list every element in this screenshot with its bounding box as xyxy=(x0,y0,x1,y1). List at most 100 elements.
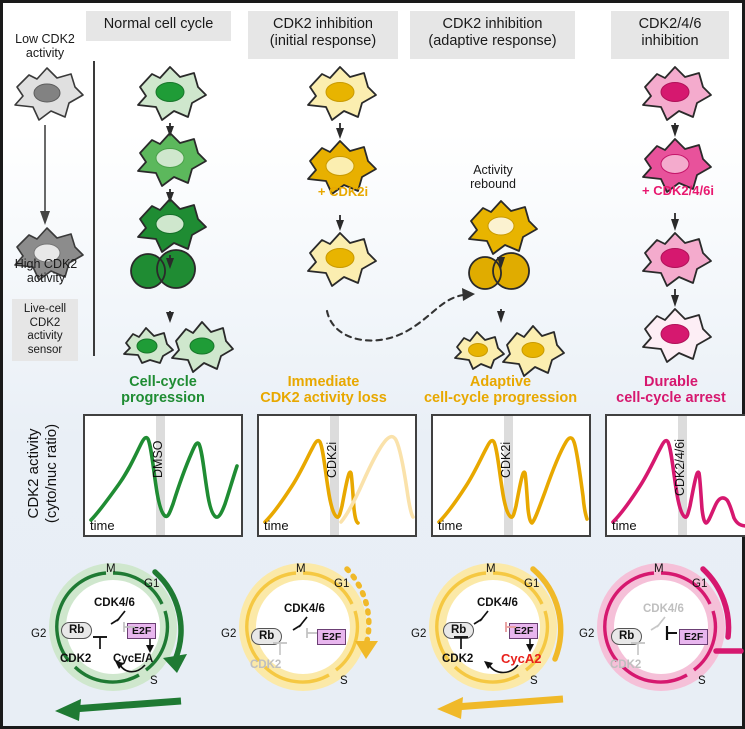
adaptive-transition-arrow xyxy=(325,288,475,342)
plot-normal-treatment-text: DMSO xyxy=(151,440,165,479)
plot-adaptive: CDK2i time xyxy=(431,414,591,537)
legend-gradient-arrow xyxy=(40,125,50,225)
caption-normal: Cell-cycle progression xyxy=(98,374,228,406)
panel3-rb: Rb xyxy=(443,622,475,639)
plot-normal: DMSO time xyxy=(83,414,243,537)
plot-initial: CDK2i time xyxy=(257,414,417,537)
caption-durable-line2: cell-cycle arrest xyxy=(616,390,726,406)
panel3-phase-M: M xyxy=(486,563,496,575)
panel2-e2f-text: E2F xyxy=(322,631,342,643)
plot-y-axis-line1: CDK2 activity xyxy=(25,428,42,519)
panel4-phase-G2-text: G2 xyxy=(579,628,595,640)
panel3-phase-S-text: S xyxy=(530,675,538,687)
panel1-cdk2-text: CDK2 xyxy=(60,653,92,665)
panel2-cdk46-text: CDK4/6 xyxy=(284,603,325,615)
panel3-cdk46: CDK4/6 xyxy=(477,597,518,609)
plot-y-axis-label: CDK2 activity (cyto/nuc ratio) xyxy=(25,406,61,541)
panel2-phase-G1: G1 xyxy=(334,578,349,590)
caption-adaptive: Adaptive cell-cycle progression xyxy=(408,374,593,406)
plot-durable: CDK2/4/6i time xyxy=(605,414,745,537)
panel3-phase-G1: G1 xyxy=(524,578,539,590)
column-header-cdk2i-initial: CDK2 inhibition (initial response) xyxy=(248,11,398,59)
panel4-phase-G2: G2 xyxy=(579,628,594,640)
column-header-cdk2i-initial-line2: (initial response) xyxy=(269,33,377,49)
panel2-phase-M-text: M xyxy=(296,563,306,575)
plot-normal-time-label: time xyxy=(90,518,115,533)
legend-low-activity-text: Low CDK2 activity xyxy=(15,32,75,60)
panel3-e2f: E2F xyxy=(509,623,539,639)
panel1-phase-S: S xyxy=(150,675,158,687)
cell-column-cdk2i-initial xyxy=(307,66,377,287)
column-header-cdk2i-adaptive: CDK2 inhibition (adaptive response) xyxy=(410,11,575,59)
column-header-cdk2i-initial-line1: CDK2 inhibition xyxy=(273,16,373,32)
panel1-e2f-text: E2F xyxy=(132,625,152,637)
caption-durable: Durable cell-cycle arrest xyxy=(601,374,741,406)
panel1-phase-G2: G2 xyxy=(31,628,46,640)
panel4-cdk46-text: CDK4/6 xyxy=(643,603,684,615)
plot-initial-treatment-band xyxy=(330,416,339,535)
panel3-phase-S: S xyxy=(530,675,538,687)
panel1-cdk46-text: CDK4/6 xyxy=(94,597,135,609)
panel3-e2f-text: E2F xyxy=(514,625,534,637)
panel3-cyca2: CycA2 xyxy=(501,651,541,666)
plot-durable-treatment-label: CDK2/4/6i xyxy=(673,439,687,496)
panel1-phase-G1: G1 xyxy=(144,578,159,590)
legend-high-activity-label: High CDK2 activity xyxy=(7,257,85,285)
panel1-cdk2: CDK2 xyxy=(60,653,91,665)
panel3-phase-M-text: M xyxy=(486,563,496,575)
column-header-cdk2i-adaptive-line2: (adaptive response) xyxy=(428,33,557,49)
cdk246i-treatment-text: + CDK2/4/6i xyxy=(642,183,714,198)
plot-durable-treatment-text: CDK2/4/6i xyxy=(673,439,687,496)
plot-y-axis-line2: (cyto/nuc ratio) xyxy=(43,423,60,524)
plot-adaptive-time-text: time xyxy=(438,518,463,533)
panel4-cdk2-text: CDK2 xyxy=(610,659,642,671)
panel4-phase-M-text: M xyxy=(654,563,664,575)
panel4-phase-G1: G1 xyxy=(692,578,707,590)
cellcycle-panel-adaptive xyxy=(429,563,564,719)
plot-adaptive-trace xyxy=(437,436,589,525)
panel2-cdk2-text: CDK2 xyxy=(250,659,282,671)
panel4-cdk2: CDK2 xyxy=(610,659,641,671)
caption-adaptive-line2: cell-cycle progression xyxy=(423,390,578,406)
panel1-cyce-a: CycE/A xyxy=(113,653,153,665)
panel1-cyce-a-text: CycE/A xyxy=(113,653,154,665)
column-header-normal-text: Normal cell cycle xyxy=(103,16,214,32)
caption-initial: Immediate CDK2 activity loss xyxy=(246,374,401,406)
cdk246i-treatment-label: + CDK2/4/6i xyxy=(615,183,741,198)
cdk2i-treatment-label: + CDK2i xyxy=(289,184,397,199)
panel1-phase-G1-text: G1 xyxy=(144,578,160,590)
caption-adaptive-line1: Adaptive xyxy=(469,374,532,390)
panel2-phase-M: M xyxy=(296,563,306,575)
panel4-rb-text: Rb xyxy=(619,630,635,642)
plot-durable-time-text: time xyxy=(612,518,637,533)
cell-column-cdk246i xyxy=(642,66,712,363)
plot-adaptive-treatment-band xyxy=(504,416,513,535)
panel3-cyca2-text: CycA2 xyxy=(501,651,542,666)
panel2-rb: Rb xyxy=(251,628,283,645)
caption-durable-line1: Durable xyxy=(644,374,698,390)
plot-adaptive-treatment-label: CDK2i xyxy=(499,442,513,478)
plot-initial-time-text: time xyxy=(264,518,289,533)
legend-sensor-box: Live-cell CDK2 activity sensor xyxy=(12,299,78,361)
panel1-phase-M-text: M xyxy=(106,563,116,575)
column-header-cdk246i-line1: CDK2/4/6 xyxy=(638,16,702,32)
cellcycle-panel-normal xyxy=(49,563,187,721)
panel2-phase-S: S xyxy=(340,675,348,687)
panel4-phase-M: M xyxy=(654,563,664,575)
plot-adaptive-treatment-text: CDK2i xyxy=(499,441,513,478)
plot-durable-trace xyxy=(611,438,745,528)
legend-divider xyxy=(93,61,95,356)
plot-durable-treatment-band xyxy=(678,416,687,535)
plot-durable-time-label: time xyxy=(612,518,637,533)
caption-initial-line2: CDK2 activity loss xyxy=(260,390,387,406)
legend-sensor-text: Live-cell CDK2 activity sensor xyxy=(23,303,67,356)
plot-initial-treatment-label: CDK2i xyxy=(325,442,339,478)
legend-high-activity-text: High CDK2 activity xyxy=(14,257,78,285)
caption-initial-line1: Immediate xyxy=(287,374,360,390)
panel2-phase-G1-text: G1 xyxy=(334,578,350,590)
panel4-phase-G1-text: G1 xyxy=(692,578,708,590)
cell-column-normal xyxy=(123,66,234,373)
panel4-rb: Rb xyxy=(611,628,643,645)
panel3-phase-G2: G2 xyxy=(411,628,426,640)
panel3-phase-G1-text: G1 xyxy=(524,578,540,590)
